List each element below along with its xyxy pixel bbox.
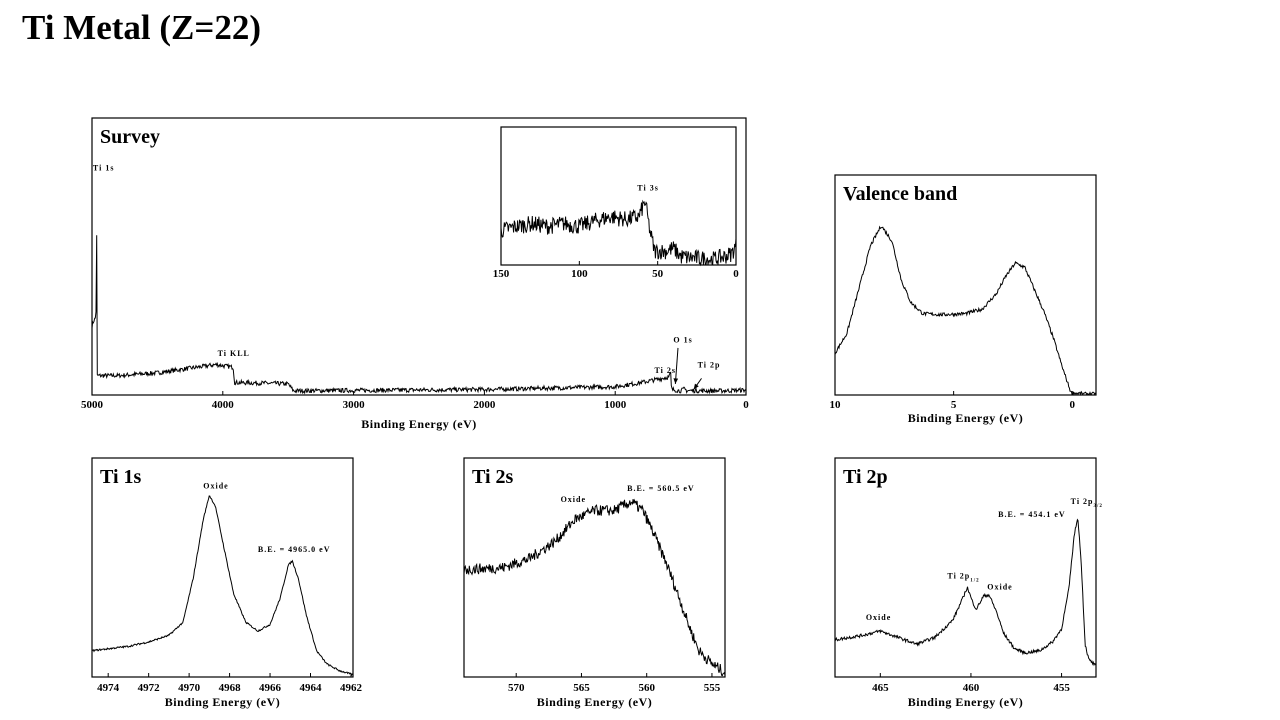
annotation-text: B.E. = 4965.0 eV: [258, 545, 331, 554]
x-tick-label: 150: [493, 268, 510, 280]
annotation: Oxide: [987, 582, 1012, 591]
annotation-text: Ti KLL: [218, 349, 250, 358]
annotation-text: B.E. = 454.1 eV: [998, 510, 1066, 519]
series-line: [834, 518, 1097, 667]
x-tick-label: 565: [573, 682, 590, 694]
annotation: O 1s: [673, 335, 692, 344]
annotation: Ti 2s: [654, 366, 676, 375]
arrow-head-icon: [693, 383, 699, 390]
annotation: Ti 2p1/2: [947, 571, 979, 583]
x-tick-label: 0: [743, 399, 749, 411]
chart-ti2p: 465 460 455 Ti 2p Binding Energy (eV) Oxide Ti…: [834, 457, 1103, 709]
x-tick-label: 2000: [473, 399, 496, 411]
annotation: Ti 1s: [93, 164, 115, 173]
x-axis-label: Binding Energy (eV): [165, 695, 281, 709]
x-tick-label: 4974: [97, 682, 120, 694]
annotation: Ti 2p3/2: [1071, 497, 1103, 509]
series-line: [91, 235, 747, 395]
x-tick-label: 4972: [138, 682, 161, 694]
annotation-subscript: 1/2: [970, 578, 979, 583]
x-tick-label: 0: [733, 268, 739, 280]
plot-frame: [834, 174, 1097, 396]
annotation-text: O 1s: [673, 335, 692, 344]
chart-survey-inset: 150 100 50 0 Ti 3s: [493, 126, 739, 280]
page-title: Ti Metal (Z=22): [22, 8, 261, 47]
series-line: [91, 495, 354, 676]
chart-valence: 10 5 0 Valence band Binding Energy (eV): [830, 174, 1097, 425]
x-tick-label: 5000: [81, 399, 104, 411]
x-tick-label: 1000: [604, 399, 627, 411]
x-axis-label: Binding Energy (eV): [908, 411, 1024, 425]
plot-frame: [91, 457, 354, 678]
plot-frame: [834, 457, 1097, 678]
annotation-text: Ti 2s: [654, 366, 676, 375]
x-tick-label: 4962: [340, 682, 363, 694]
x-tick-label: 4968: [219, 682, 242, 694]
annotation: Ti 3s: [637, 183, 659, 192]
annotation: B.E. = 4965.0 eV: [258, 545, 331, 554]
chart-ti2s: 570 565 560 555 Ti 2s Binding Energy (eV) Oxid…: [463, 457, 726, 709]
annotation-text: Oxide: [561, 495, 586, 504]
annotation: Oxide: [561, 495, 586, 504]
panel-title: Valence band: [843, 183, 957, 205]
annotation-text: Ti 2p: [947, 571, 970, 580]
x-tick-label: 455: [1053, 682, 1070, 694]
x-tick-label: 465: [872, 682, 889, 694]
x-tick-label: 4964: [300, 682, 323, 694]
x-tick-label: 100: [571, 268, 588, 280]
annotation-arrow: [674, 347, 679, 384]
arrow-head-icon: [673, 378, 679, 384]
x-tick-label: 4000: [212, 399, 235, 411]
x-tick-label: 560: [638, 682, 655, 694]
x-axis-label: Binding Energy (eV): [537, 695, 653, 709]
annotation: Ti 2p: [698, 360, 721, 369]
x-axis-label: Binding Energy (eV): [908, 695, 1024, 709]
annotation-text: Ti 2p: [698, 360, 721, 369]
x-tick-label: 10: [830, 399, 842, 411]
annotation-text: Ti 3s: [637, 183, 659, 192]
plot-frame: [500, 126, 737, 266]
plot-frame: [91, 117, 747, 396]
annotation-text: Oxide: [866, 613, 891, 622]
series-line: [500, 199, 737, 267]
annotation-text: Ti 2p: [1071, 497, 1094, 506]
x-tick-label: 50: [652, 268, 664, 280]
chart-ti1s: 4974 4972 4970 4968 4966 4964 4962 Ti 1s Binding…: [91, 457, 363, 709]
x-tick-label: 555: [704, 682, 721, 694]
series-line: [834, 225, 1097, 396]
x-axis-label: Binding Energy (eV): [361, 417, 477, 431]
annotation: Oxide: [866, 613, 891, 622]
annotation: Ti KLL: [218, 349, 250, 358]
x-tick-label: 570: [508, 682, 525, 694]
panel-title: Ti 2p: [843, 466, 888, 488]
series-line: [463, 498, 726, 677]
annotation: B.E. = 560.5 eV: [627, 484, 695, 493]
x-tick-label: 4966: [259, 682, 282, 694]
annotation-subscript: 3/2: [1094, 504, 1103, 509]
annotation: B.E. = 454.1 eV: [998, 510, 1066, 519]
annotation-text: B.E. = 560.5 eV: [627, 484, 695, 493]
panel-title: Survey: [100, 126, 160, 148]
panel-title: Ti 1s: [100, 466, 142, 488]
annotation-text: Oxide: [203, 482, 228, 491]
annotation: Oxide: [203, 482, 228, 491]
x-tick-label: 460: [963, 682, 980, 694]
plot-frame: [463, 457, 726, 678]
annotation-text: Ti 1s: [93, 164, 115, 173]
x-tick-label: 3000: [343, 399, 366, 411]
x-tick-label: 0: [1070, 399, 1076, 411]
panel-title: Ti 2s: [472, 466, 514, 488]
annotation-text: Oxide: [987, 582, 1012, 591]
x-tick-label: 4970: [178, 682, 201, 694]
x-tick-label: 5: [951, 399, 957, 411]
